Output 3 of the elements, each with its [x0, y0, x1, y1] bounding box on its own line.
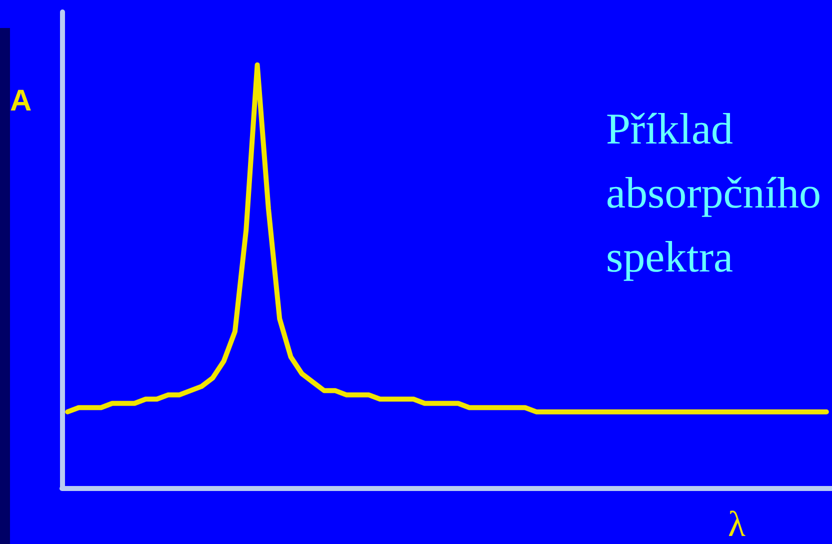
y-axis-title: A — [10, 84, 32, 118]
text: Příklad absorpčního spektra — [606, 104, 822, 282]
x-axis-title: λ — [728, 504, 746, 544]
